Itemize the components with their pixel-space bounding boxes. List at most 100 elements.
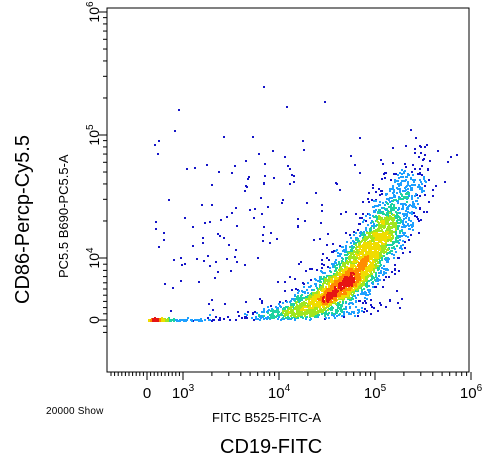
event-dot [320, 281, 322, 283]
event-dot [342, 293, 344, 295]
event-dot [397, 174, 399, 176]
event-dot [319, 307, 321, 309]
event-dot [379, 209, 381, 211]
event-dot [317, 303, 319, 305]
event-dot [380, 227, 382, 229]
event-dot [386, 253, 388, 255]
event-dot [325, 312, 327, 314]
event-dot [397, 212, 399, 214]
event-dot [313, 311, 315, 313]
event-dot [369, 243, 371, 245]
event-dot [208, 303, 210, 305]
event-dot [396, 192, 398, 194]
event-dot [385, 306, 387, 308]
event-dot [374, 286, 376, 288]
event-dot [159, 319, 161, 321]
event-dot [416, 216, 418, 218]
event-dot [403, 218, 405, 220]
event-dot [402, 232, 404, 234]
event-dot [394, 179, 396, 181]
event-dot [317, 305, 319, 307]
event-dot [289, 276, 291, 278]
event-dot [391, 247, 393, 249]
event-dot [201, 320, 203, 322]
event-dot [336, 315, 338, 317]
event-dot [338, 261, 340, 263]
event-dot [353, 291, 355, 293]
event-dot [234, 256, 236, 258]
event-dot [409, 185, 411, 187]
event-dot [389, 190, 391, 192]
event-dot [261, 300, 263, 302]
event-dot [364, 297, 366, 299]
event-dot [366, 238, 368, 240]
event-dot [348, 289, 350, 291]
event-dot [385, 232, 387, 234]
event-dot [336, 183, 338, 185]
event-dot [196, 258, 198, 260]
event-dot [294, 300, 296, 302]
event-dot [321, 311, 323, 313]
event-dot [350, 252, 352, 254]
event-dot [214, 277, 216, 279]
event-dot [295, 298, 297, 300]
event-dot [387, 248, 389, 250]
event-dot [364, 254, 366, 256]
event-dot [367, 260, 369, 262]
event-dot [379, 262, 381, 264]
event-dot [412, 203, 414, 205]
event-dot [378, 218, 380, 220]
event-dot [376, 218, 378, 220]
event-dot [388, 234, 390, 236]
event-dot [304, 220, 306, 222]
event-dot [372, 281, 374, 283]
event-dot [402, 240, 404, 242]
event-dot [311, 268, 313, 270]
event-dot [378, 223, 380, 225]
event-dot [339, 276, 341, 278]
event-dot [422, 159, 424, 161]
event-dot [378, 275, 380, 277]
event-dot [296, 296, 298, 298]
event-dot [263, 182, 265, 184]
event-dot [371, 251, 373, 253]
event-dot [355, 253, 357, 255]
event-dot [392, 241, 394, 243]
event-dot [277, 311, 279, 313]
event-dot [419, 173, 421, 175]
event-dot [420, 181, 422, 183]
event-dot [387, 226, 389, 228]
event-dot [372, 187, 374, 189]
event-dot [338, 287, 340, 289]
event-dot [398, 185, 400, 187]
event-dot [305, 306, 307, 308]
event-dot [361, 268, 363, 270]
event-dot [386, 216, 388, 218]
event-dot [380, 230, 382, 232]
event-dot [412, 222, 414, 224]
event-dot [291, 298, 293, 300]
event-dot [246, 186, 248, 188]
event-dot [382, 286, 384, 288]
event-dot [400, 184, 402, 186]
event-dot [211, 204, 213, 206]
event-dot [325, 317, 327, 319]
event-dot [235, 249, 237, 251]
event-dot [324, 315, 326, 317]
event-dot [298, 309, 300, 311]
event-dot [355, 306, 357, 308]
event-dot [355, 297, 357, 299]
event-dot [324, 101, 326, 103]
event-dot [335, 303, 337, 305]
event-dot [365, 276, 367, 278]
y-tick-exponent: 6 [85, 1, 96, 7]
event-dot [391, 203, 393, 205]
event-dot [391, 237, 393, 239]
event-dot [279, 301, 281, 303]
event-dot [389, 188, 391, 190]
event-dot [184, 217, 186, 219]
event-dot [339, 270, 341, 272]
event-dot [393, 226, 395, 228]
x-tick-exponent: 3 [189, 383, 195, 394]
event-dot [218, 319, 220, 321]
